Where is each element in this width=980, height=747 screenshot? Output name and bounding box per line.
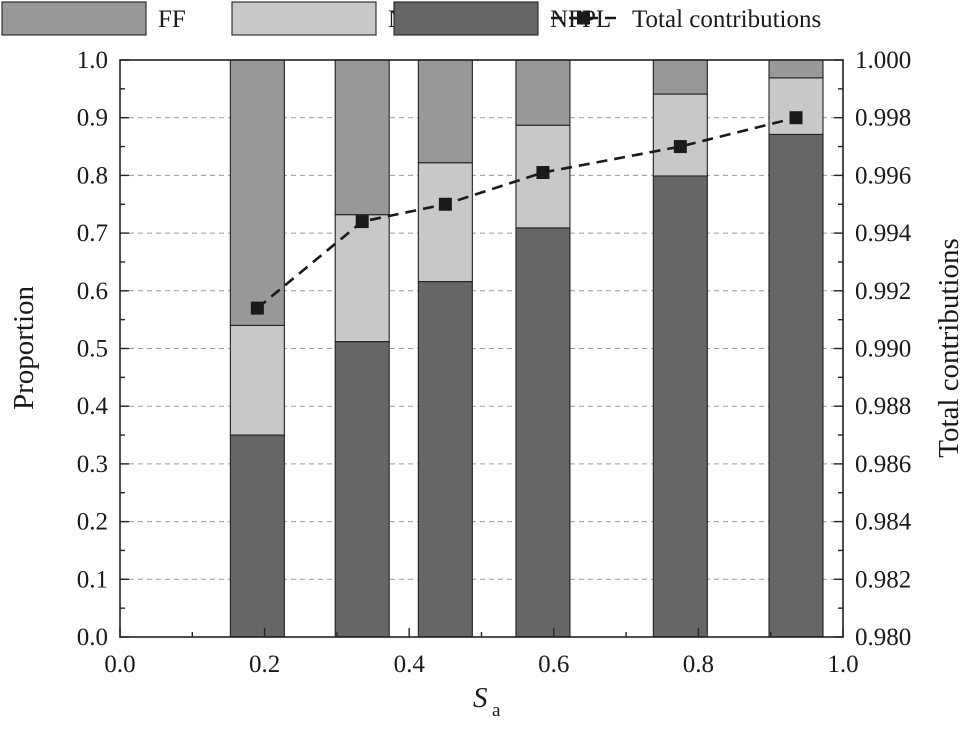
bar-segment-ff (768, 59, 824, 79)
x-tick-label: 0.2 (249, 651, 280, 678)
grid (120, 117, 843, 580)
x-axis-title-subscript: a (492, 700, 501, 721)
y2-tick-label: 0.988 (855, 393, 911, 420)
x-tick-label: 0.0 (104, 651, 135, 678)
bar-segment-ff (229, 59, 285, 326)
y-tick-label: 0.5 (77, 336, 108, 363)
y2-tick-label: 0.984 (855, 509, 912, 536)
y2-tick-label: 0.996 (855, 162, 911, 189)
total-contributions-marker (673, 140, 687, 154)
legend-swatch-total-contributions-marker (577, 11, 590, 25)
bar-segment-ff (334, 59, 390, 216)
x-tick-label: 0.6 (538, 651, 569, 678)
y-tick-label: 0.7 (77, 220, 108, 247)
legend-label-ff: FF (158, 6, 186, 33)
x-axis-title: S (473, 682, 488, 714)
total-contributions-marker (355, 215, 369, 229)
legend-swatch-nfpl (393, 1, 539, 36)
bar-segment-nfpl (229, 434, 285, 638)
y-tick-label: 0.4 (77, 393, 109, 420)
x-tick-label: 1.0 (827, 651, 858, 678)
total-contributions-line (250, 111, 803, 315)
y2-axis-title: Total contributions (933, 238, 965, 457)
bar-segment-nfpl (334, 341, 390, 638)
y-tick-label: 0.3 (77, 451, 108, 478)
legend: FFNFNPNFPLTotal contributions (1, 1, 821, 36)
total-contributions-marker (250, 301, 264, 315)
y2-tick-label: 0.994 (855, 220, 912, 247)
y2-tick-label: 0.992 (855, 278, 911, 305)
y2-tick-label: 0.986 (855, 451, 911, 478)
bar-segment-nfnp (229, 324, 285, 436)
bar-segment-nfpl (515, 227, 571, 638)
y-tick-label: 0.1 (77, 566, 108, 593)
bar-segment-nfpl (417, 281, 473, 638)
x-axis-title-main: S (473, 682, 488, 714)
bars (229, 59, 824, 638)
total-contributions-marker (536, 166, 550, 180)
bar-segment-nfnp (417, 162, 473, 283)
y2-tick-label: 0.982 (855, 566, 911, 593)
bar-segment-nfnp (768, 77, 824, 135)
bar-segment-ff (515, 59, 571, 126)
y2-tick-label: 0.990 (855, 336, 911, 363)
legend-swatch-ff (1, 1, 147, 36)
y2-tick-label: 0.980 (855, 624, 911, 651)
y-tick-label: 0.0 (77, 624, 108, 651)
bar-segment-nfpl (652, 175, 708, 638)
total-contributions-marker (438, 197, 452, 211)
legend-swatch-nfnp (231, 1, 377, 36)
bar-segment-ff (652, 59, 708, 95)
axis-titles: Proportion Total contributions S a (8, 238, 965, 721)
legend-label-total-contributions: Total contributions (632, 6, 821, 33)
y-tick-label: 0.6 (77, 278, 108, 305)
y-axis-title: Proportion (8, 285, 40, 410)
total-contributions-marker (789, 111, 803, 125)
y2-tick-label: 1.000 (855, 47, 911, 74)
y-tick-label: 0.9 (77, 105, 108, 132)
y-tick-label: 0.8 (77, 162, 108, 189)
bar-segment-nfnp (652, 93, 708, 177)
bar-segment-ff (417, 59, 473, 164)
y-tick-label: 0.2 (77, 509, 108, 536)
x-tick-label: 0.4 (394, 651, 426, 678)
bar-segment-nfpl (768, 133, 824, 638)
axes: 0.00.10.20.30.40.50.60.70.80.91.00.9800.… (77, 47, 912, 678)
x-tick-label: 0.8 (683, 651, 714, 678)
y2-tick-label: 0.998 (855, 105, 911, 132)
total-contributions-path (256, 116, 797, 310)
y-tick-label: 1.0 (77, 47, 108, 74)
bar-segment-nfnp (334, 214, 390, 343)
